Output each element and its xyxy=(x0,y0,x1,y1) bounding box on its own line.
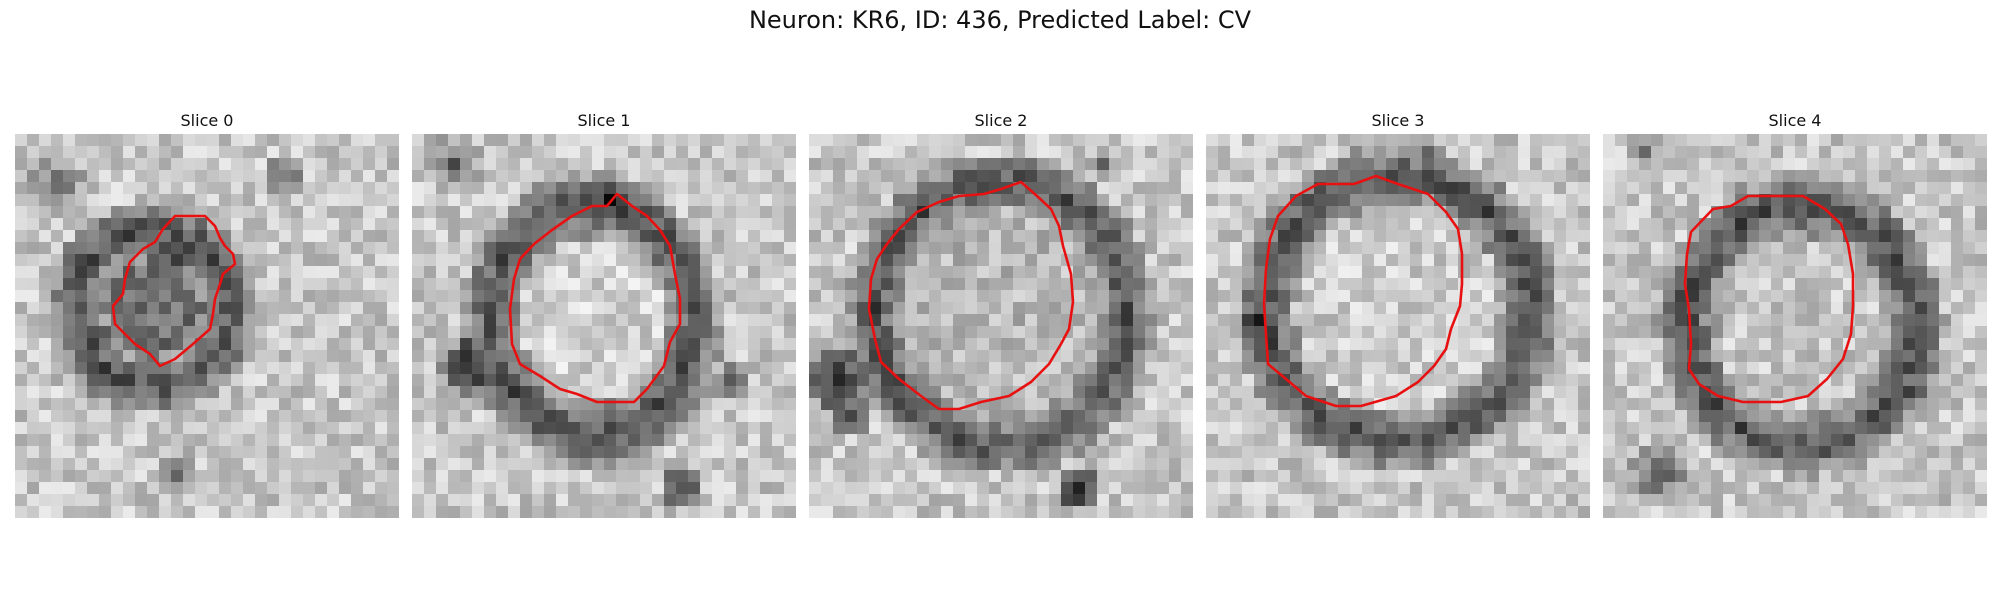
slice-title-0: Slice 0 xyxy=(180,111,234,130)
slice-title-3: Slice 3 xyxy=(1371,111,1425,130)
slice-title-2: Slice 2 xyxy=(974,111,1028,130)
slice-title-4: Slice 4 xyxy=(1768,111,1822,130)
segmentation-contour xyxy=(1262,174,1464,408)
slice-image-4 xyxy=(1603,134,1987,518)
segmentation-contour xyxy=(867,180,1075,411)
segmentation-contour xyxy=(508,192,682,404)
pixel-grid xyxy=(809,134,1193,518)
slice-panel-1: Slice 1 xyxy=(412,108,796,518)
pixel-grid xyxy=(1206,134,1590,518)
slice-image-3 xyxy=(1206,134,1590,518)
pixel-grid xyxy=(412,134,796,518)
pixel-grid xyxy=(15,134,399,518)
slice-image-2 xyxy=(809,134,1193,518)
segmentation-contour xyxy=(1683,194,1855,404)
segmentation-contour xyxy=(111,214,237,368)
slice-title-1: Slice 1 xyxy=(577,111,631,130)
slice-panel-4: Slice 4 xyxy=(1603,108,1987,518)
pixel-grid xyxy=(1603,134,1987,518)
slice-panel-0: Slice 0 xyxy=(15,108,399,518)
slice-panel-2: Slice 2 xyxy=(809,108,1193,518)
slice-image-1 xyxy=(412,134,796,518)
slice-panel-3: Slice 3 xyxy=(1206,108,1590,518)
figure-title: Neuron: KR6, ID: 436, Predicted Label: C… xyxy=(748,6,1252,34)
slice-image-0 xyxy=(15,134,399,518)
